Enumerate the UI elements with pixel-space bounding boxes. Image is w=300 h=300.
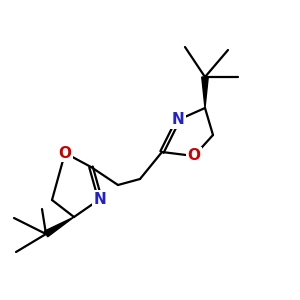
Text: N: N — [172, 112, 184, 128]
Text: N: N — [94, 191, 106, 206]
Text: O: O — [58, 146, 71, 160]
Text: O: O — [188, 148, 200, 164]
Polygon shape — [202, 77, 208, 108]
Polygon shape — [44, 217, 74, 237]
